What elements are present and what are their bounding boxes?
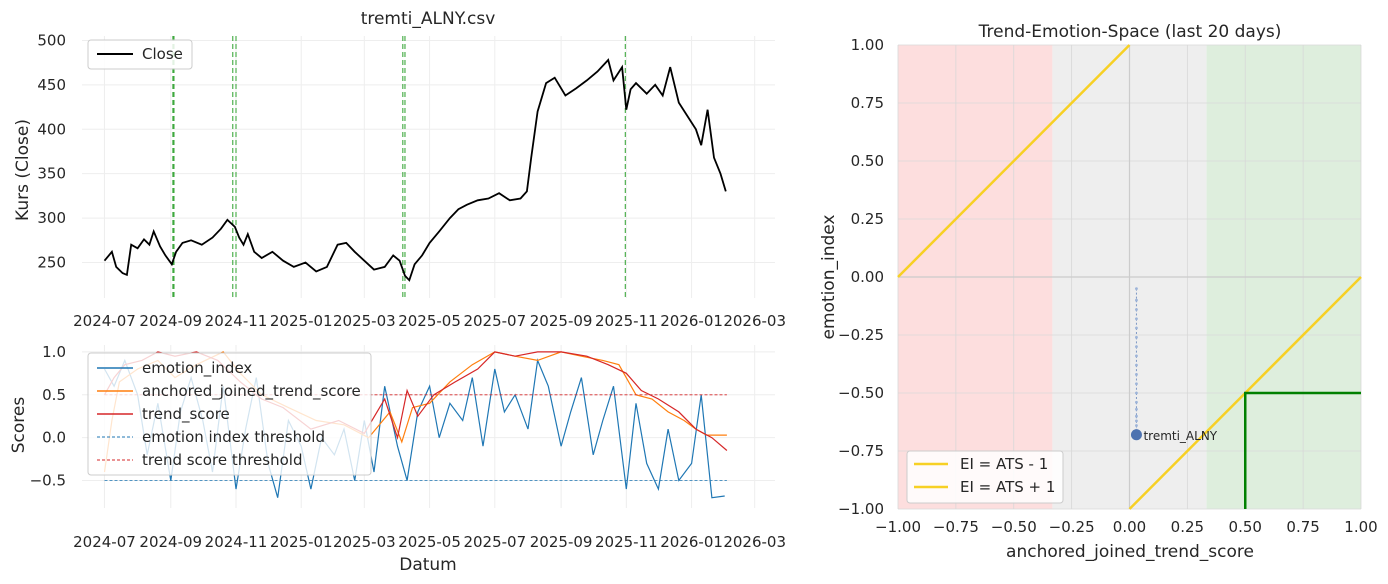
trajectory-point <box>1135 373 1138 376</box>
threshold-diagonal-line <box>897 44 1131 278</box>
y-tick-label: 500 <box>37 31 66 49</box>
x-tick-label: 2025-07 <box>463 312 526 330</box>
y-tick-label: 1.00 <box>851 36 884 54</box>
x-tick-label: −0.75 <box>933 518 979 536</box>
x-tick-label: 2025-11 <box>595 312 658 330</box>
close-price-panel: tremti_ALNY.csv Kurs (Close) 250 300 350 40… <box>13 9 786 330</box>
bottom-y-axis-label: Scores <box>9 397 29 454</box>
y-tick-label: 0.0 <box>42 429 66 447</box>
trajectory-point <box>1135 308 1138 311</box>
y-tick-label: −0.75 <box>838 442 884 460</box>
x-tick-label: 2024-07 <box>73 533 136 551</box>
trajectory-point <box>1135 345 1138 348</box>
legend-ei-ats-plus: EI = ATS + 1 <box>960 478 1055 496</box>
x-tick-label: 2024-09 <box>139 312 202 330</box>
bottom-legend: emotion_index anchored_joined_trend_scor… <box>87 352 372 476</box>
x-tick-label: 2025-05 <box>398 312 461 330</box>
x-tick-label: 2026-03 <box>723 533 786 551</box>
y-tick-label: 1.0 <box>42 343 66 361</box>
x-tick-label: 2024-11 <box>205 312 268 330</box>
current-position-label: tremti_ALNY <box>1143 429 1217 443</box>
x-tick-label: 2025-05 <box>398 533 461 551</box>
legend-emotion-index-threshold: emotion index threshold <box>142 428 325 446</box>
top-y-axis-label: Kurs (Close) <box>13 119 33 221</box>
right-x-axis-label: anchored_joined_trend_score <box>1006 542 1254 562</box>
x-tick-label: 2026-01 <box>660 533 723 551</box>
y-tick-label: 250 <box>37 253 66 271</box>
green-zone-box <box>1244 391 1361 509</box>
x-tick-label: 0.25 <box>1171 518 1204 536</box>
trajectory-point <box>1135 363 1138 367</box>
x-tick-label: 2025-03 <box>333 312 396 330</box>
x-tick-label: 2025-09 <box>530 312 593 330</box>
y-tick-label: 0.5 <box>42 386 66 404</box>
scores-panel: Scores Datum −0.5 0.0 0.5 1.0 2024-07 2024-0… <box>9 343 786 575</box>
x-tick-label: 2026-01 <box>660 312 723 330</box>
legend-anchored-joined-trend-score: anchored_joined_trend_score <box>142 382 361 401</box>
trajectory-point <box>1135 317 1138 321</box>
x-tick-label: −0.50 <box>991 518 1037 536</box>
y-tick-label: 400 <box>37 120 66 138</box>
x-tick-label: 2025-01 <box>270 312 333 330</box>
trajectory-point <box>1135 407 1138 411</box>
trajectory-point <box>1135 335 1138 339</box>
x-tick-label: 1.00 <box>1344 518 1377 536</box>
trajectory-point <box>1135 326 1138 330</box>
trajectory-point <box>1135 298 1138 302</box>
trajectory-point <box>1135 414 1138 418</box>
x-tick-label: 2024-09 <box>139 533 202 551</box>
y-tick-label: 0.50 <box>851 152 884 170</box>
x-tick-label: 2024-11 <box>205 533 268 551</box>
current-position-marker <box>1130 429 1142 441</box>
x-tick-label: 0.75 <box>1286 518 1319 536</box>
trajectory-point <box>1135 391 1138 395</box>
legend-ei-ats-minus: EI = ATS - 1 <box>960 455 1048 473</box>
x-tick-label: 2024-07 <box>73 312 136 330</box>
right-legend: EI = ATS - 1 EI = ATS + 1 <box>906 450 1064 504</box>
x-tick-label: −1.00 <box>875 518 921 536</box>
trend-emotion-space-panel: Trend-Emotion-Space (last 20 days) emoti… <box>819 22 1378 562</box>
x-tick-label: 2025-07 <box>463 533 526 551</box>
y-tick-label: 0.00 <box>851 268 884 286</box>
trajectory-point <box>1135 287 1138 290</box>
y-tick-label: 450 <box>37 76 66 94</box>
trajectory-point <box>1135 382 1138 386</box>
legend-trend-score: trend_score <box>142 405 230 424</box>
close-price-line <box>103 58 727 282</box>
top-chart-title: tremti_ALNY.csv <box>361 9 496 29</box>
trajectory-point <box>1135 400 1138 404</box>
y-tick-label: −1.00 <box>838 500 884 518</box>
legend-emotion-index: emotion_index <box>142 359 252 378</box>
top-legend: Close <box>87 39 193 70</box>
y-tick-label: −0.50 <box>838 384 884 402</box>
trajectory-point <box>1135 424 1138 427</box>
trajectory-point <box>1135 419 1138 423</box>
legend-trend-score-threshold: trend score threshold <box>142 451 302 469</box>
right-chart-title: Trend-Emotion-Space (last 20 days) <box>978 22 1282 42</box>
x-tick-label: 2025-11 <box>595 533 658 551</box>
x-tick-label: 2026-03 <box>723 312 786 330</box>
y-tick-label: 0.25 <box>851 210 884 228</box>
y-tick-label: −0.5 <box>30 472 66 490</box>
x-tick-label: 0.50 <box>1229 518 1262 536</box>
x-tick-label: 2025-01 <box>270 533 333 551</box>
y-tick-label: 350 <box>37 165 66 183</box>
x-tick-label: −0.25 <box>1049 518 1095 536</box>
right-y-axis-label: emotion_index <box>819 215 839 340</box>
y-tick-label: 300 <box>37 209 66 227</box>
x-tick-label: 0.00 <box>1113 518 1146 536</box>
y-tick-label: 0.75 <box>851 94 884 112</box>
x-tick-label: 2025-03 <box>333 533 396 551</box>
trajectory-point <box>1135 354 1138 358</box>
x-tick-label: 2025-09 <box>530 533 593 551</box>
bottom-x-axis-label: Datum <box>399 555 457 575</box>
y-tick-label: −0.25 <box>838 326 884 344</box>
legend-close: Close <box>142 45 183 63</box>
